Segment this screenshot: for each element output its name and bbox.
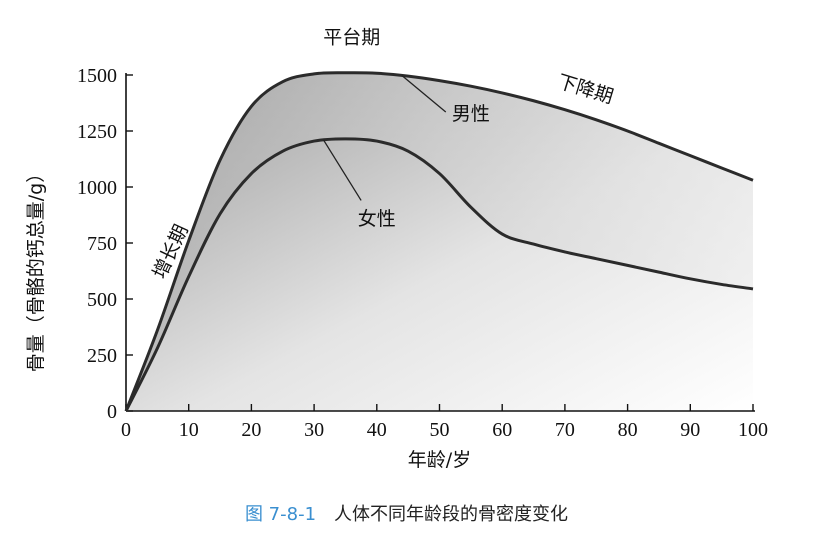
y-tick-label: 500 bbox=[87, 289, 117, 311]
x-tick-label: 20 bbox=[241, 419, 261, 441]
y-axis-title: 骨量（骨骼的钙总量/g） bbox=[25, 164, 47, 372]
figure-number: 图 7-8-1 bbox=[244, 504, 317, 525]
x-tick-label: 30 bbox=[304, 419, 324, 441]
annotation-plateau: 平台期 bbox=[323, 27, 380, 49]
bone-density-chart: 0 10 20 30 40 50 60 70 80 90 100025050075010001250… bbox=[25, 27, 768, 471]
x-tick-label: 0 bbox=[121, 419, 131, 441]
x-tick-label: 40 bbox=[367, 419, 387, 441]
x-axis-title: 年龄/岁 bbox=[408, 449, 471, 471]
leader-female bbox=[322, 139, 362, 201]
x-tick-label: 70 bbox=[555, 419, 575, 441]
y-tick-label: 1500 bbox=[77, 65, 117, 87]
x-tick-label: 50 bbox=[430, 419, 450, 441]
annotation-decline: 下降期 bbox=[555, 71, 616, 109]
series-line-female bbox=[124, 137, 754, 412]
leader-male bbox=[401, 74, 447, 113]
shaded-area bbox=[126, 72, 753, 411]
annotation-leaders bbox=[322, 74, 447, 201]
figure-caption: 图 7-8-1 人体不同年龄段的骨密度变化 bbox=[0, 500, 813, 526]
figure-title: 人体不同年龄段的骨密度变化 bbox=[334, 504, 569, 525]
axes bbox=[125, 73, 755, 412]
x-tick-label: 10 bbox=[179, 419, 199, 441]
y-tick-label: 250 bbox=[87, 345, 117, 367]
annotation-male: 男性 bbox=[452, 103, 490, 125]
x-tick-label: 100 bbox=[738, 419, 768, 441]
y-tick-label: 1000 bbox=[77, 177, 117, 199]
x-tick-label: 90 bbox=[680, 419, 700, 441]
series-lines bbox=[124, 71, 754, 412]
annotation-female: 女性 bbox=[358, 208, 396, 230]
x-tick-label: 60 bbox=[492, 419, 512, 441]
area-between-curves bbox=[126, 72, 753, 411]
y-tick-label: 0 bbox=[107, 401, 117, 423]
y-tick-label: 750 bbox=[87, 233, 117, 255]
series-line-male bbox=[124, 71, 754, 412]
y-tick-label: 1250 bbox=[77, 121, 117, 143]
x-tick-label: 80 bbox=[618, 419, 638, 441]
